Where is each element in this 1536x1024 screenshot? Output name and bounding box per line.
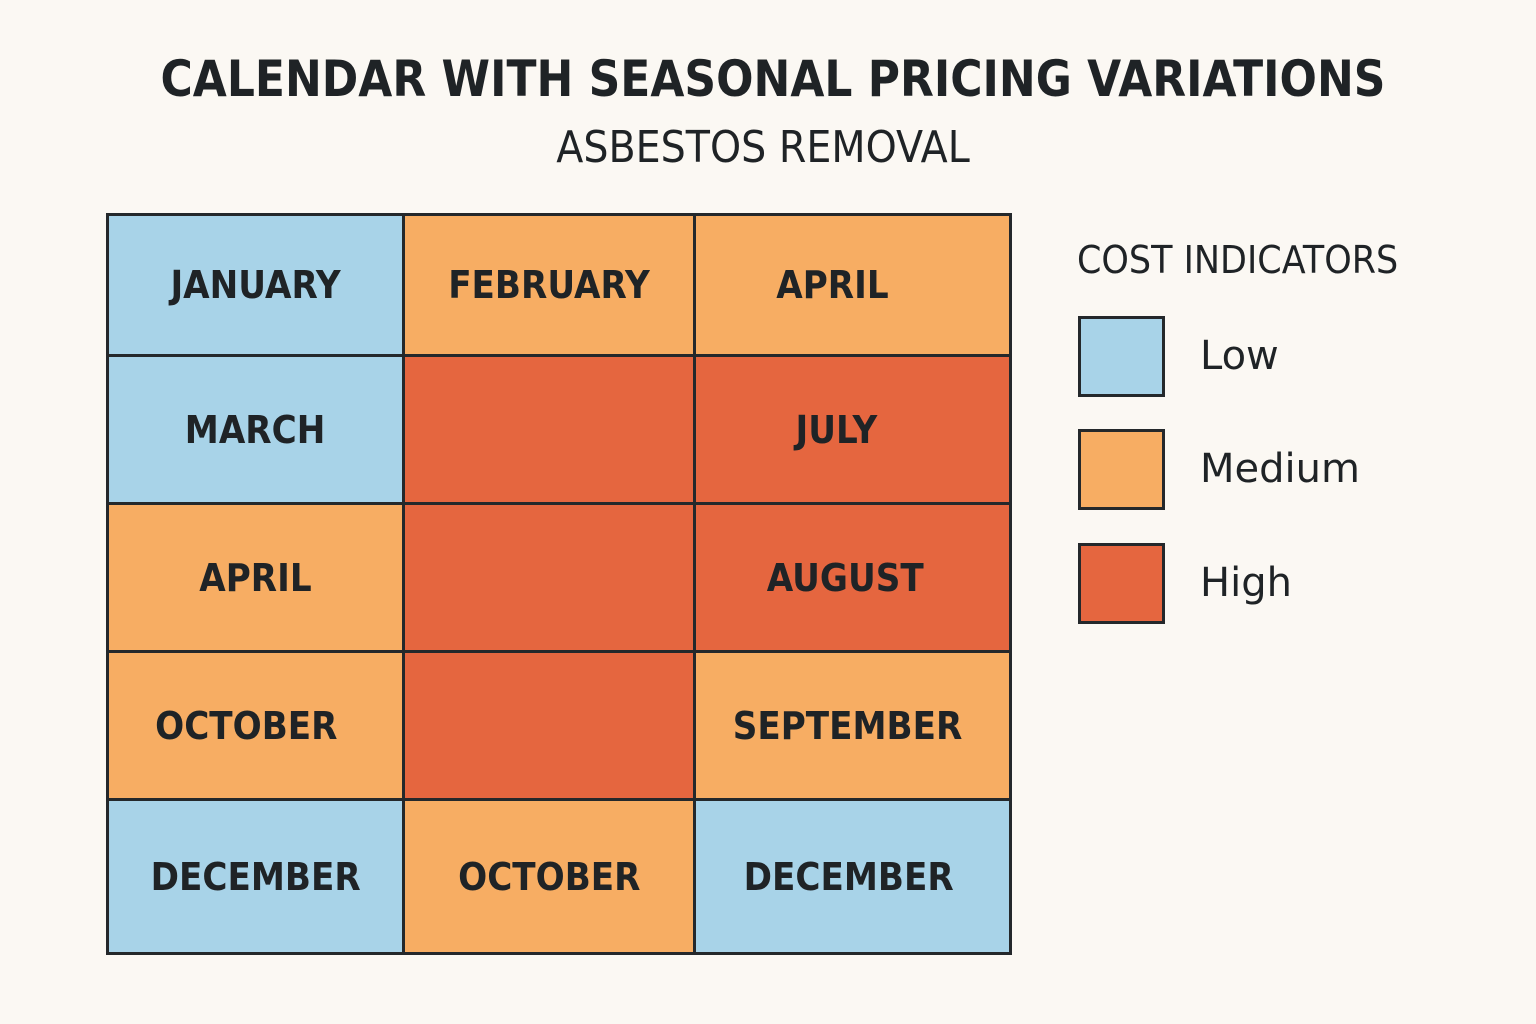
pricing-calendar-grid: JANUARY FEBRUARY APRIL MARCH JULY APRIL … — [106, 213, 1012, 955]
month-label: OCTOBER — [155, 703, 338, 748]
calendar-cell — [405, 505, 693, 650]
diagram-title: CALENDAR WITH SEASONAL PRICING VARIATION… — [160, 50, 1386, 108]
calendar-cell: FEBRUARY — [405, 216, 693, 354]
calendar-cell: APRIL — [109, 505, 402, 650]
legend-swatch-medium — [1078, 429, 1165, 510]
calendar-cell: OCTOBER — [109, 653, 402, 798]
calendar-cell — [405, 357, 693, 502]
month-label: APRIL — [199, 555, 312, 600]
month-label: OCTOBER — [457, 854, 641, 899]
legend-label-low: Low — [1200, 333, 1279, 379]
legend-swatch-low — [1078, 316, 1165, 397]
month-label: SEPTEMBER — [732, 703, 963, 748]
legend-title: COST INDICATORS — [1077, 238, 1399, 282]
month-label: DECEMBER — [150, 854, 361, 899]
calendar-cell: OCTOBER — [405, 801, 693, 952]
calendar-cell: AUGUST — [696, 505, 1009, 650]
month-label: JULY — [795, 407, 878, 452]
legend-label-high: High — [1200, 560, 1292, 606]
month-label: AUGUST — [767, 555, 924, 600]
legend-swatch-high — [1078, 543, 1165, 624]
calendar-cell: DECEMBER — [696, 801, 1009, 952]
calendar-cell: APRIL — [696, 216, 1009, 354]
month-label: JANUARY — [170, 263, 341, 307]
calendar-cell: JANUARY — [109, 216, 402, 354]
calendar-cell: DECEMBER — [109, 801, 402, 952]
month-label: APRIL — [776, 263, 889, 307]
calendar-cell: MARCH — [109, 357, 402, 502]
calendar-cell — [405, 653, 693, 798]
month-label: FEBRUARY — [448, 263, 650, 307]
month-label: DECEMBER — [743, 854, 954, 899]
calendar-cell: JULY — [696, 357, 1009, 502]
calendar-cell: SEPTEMBER — [696, 653, 1009, 798]
month-label: MARCH — [185, 407, 326, 452]
diagram-subtitle: ASBESTOS REMOVAL — [556, 122, 970, 173]
legend-label-medium: Medium — [1200, 446, 1360, 492]
